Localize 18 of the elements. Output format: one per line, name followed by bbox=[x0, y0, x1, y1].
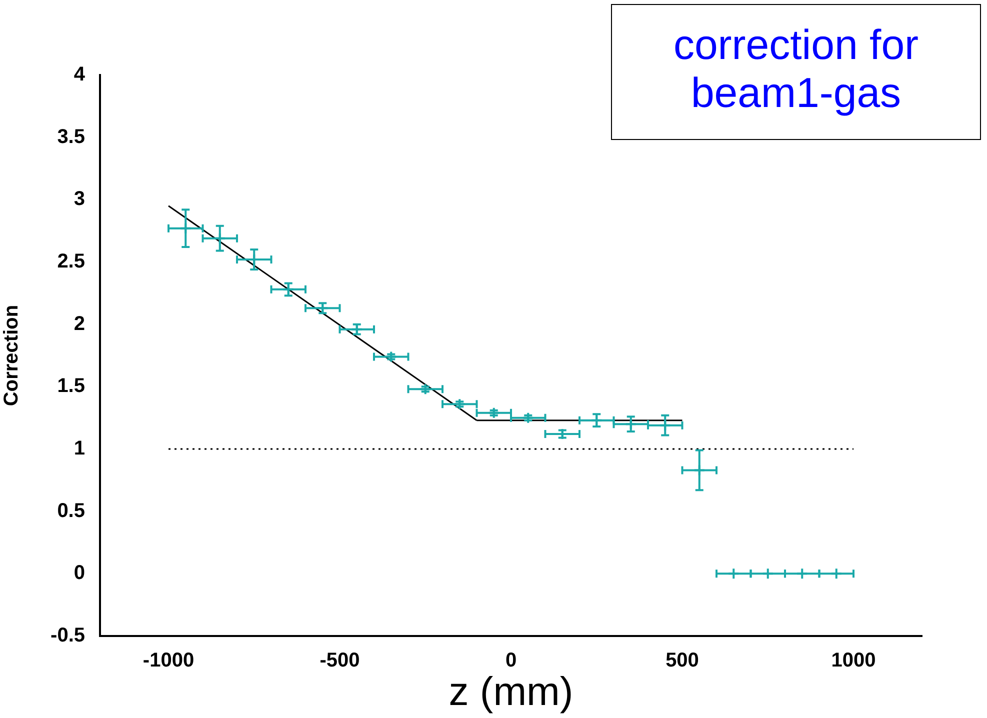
y-tick-label: 3.5 bbox=[57, 126, 85, 148]
y-axis-title: Correction bbox=[0, 304, 23, 406]
x-tick-label: -1000 bbox=[142, 650, 194, 672]
y-tick-label: 0 bbox=[74, 562, 85, 584]
y-tick-label: 3 bbox=[74, 188, 85, 210]
y-tick-label: 1.5 bbox=[57, 375, 85, 398]
x-tick-label: 1000 bbox=[831, 650, 876, 672]
y-tick-label: -0.5 bbox=[50, 624, 85, 647]
x-tick-label: -500 bbox=[320, 650, 360, 672]
x-axis-title: z (mm) bbox=[448, 670, 574, 714]
y-tick-label: 0.5 bbox=[57, 500, 85, 522]
x-tick-label: 500 bbox=[666, 650, 699, 672]
annotation: correction for beam1-gas bbox=[611, 4, 981, 140]
y-tick-label: 1 bbox=[74, 438, 85, 460]
y-tick-label: 4 bbox=[74, 64, 86, 86]
x-tick-label: 0 bbox=[505, 650, 517, 672]
y-tick-label: 2.5 bbox=[57, 250, 85, 273]
y-tick-label: 2 bbox=[74, 312, 85, 335]
